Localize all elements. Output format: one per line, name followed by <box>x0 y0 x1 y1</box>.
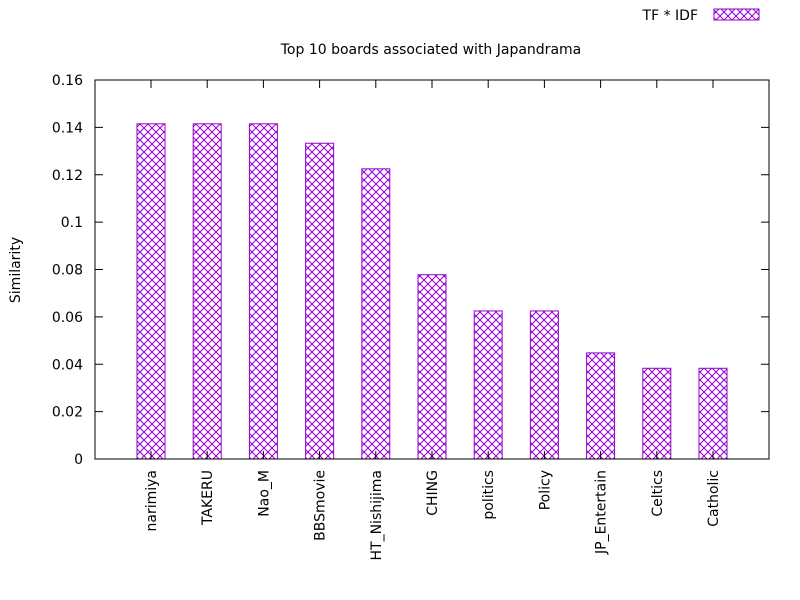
y-tick-label: 0.08 <box>52 263 83 279</box>
y-tick-label: 0.14 <box>52 120 83 136</box>
y-tick-label: 0.02 <box>52 405 83 421</box>
x-tick-label: politics <box>481 470 497 520</box>
x-tick-label: CHING <box>425 470 441 516</box>
y-tick-label: 0.06 <box>52 310 83 326</box>
bar-HT_Nishijima <box>361 168 391 460</box>
y-axis-ticks: 0 0.02 0.04 0.06 0.08 0.1 0.12 0.14 0.16 <box>52 73 769 468</box>
bars <box>136 123 728 460</box>
bar-JP_Entertain <box>586 352 616 460</box>
x-tick-label: narimiya <box>144 470 160 532</box>
bar-Catholic <box>698 367 728 460</box>
y-tick-label: 0.04 <box>52 357 83 373</box>
bar-narimiya <box>136 123 166 460</box>
y-tick-label: 0.1 <box>61 215 83 231</box>
x-tick-label: Catholic <box>706 470 722 527</box>
x-tick-label: HT_Nishijima <box>369 470 385 561</box>
plot-frame <box>94 79 770 460</box>
legend-swatch <box>713 8 760 21</box>
bar-politics <box>473 310 503 460</box>
y-tick-label: 0.12 <box>52 168 83 184</box>
x-tick-label: TAKERU <box>200 470 216 526</box>
bar-BBSmovie <box>305 142 335 460</box>
x-axis-ticks: narimiya TAKERU Nao_M BBSmovie HT_Nishijima C… <box>144 80 722 561</box>
bar-Nao_M <box>248 123 278 460</box>
bar-TAKERU <box>192 123 222 460</box>
y-tick-label: 0.16 <box>52 73 83 89</box>
chart-title: Top 10 boards associated with Japandrama <box>280 42 582 58</box>
x-tick-label: Nao_M <box>256 470 272 517</box>
bar-Celtics <box>642 367 672 460</box>
y-tick-label: 0 <box>74 452 83 468</box>
x-tick-label: Celtics <box>650 470 666 517</box>
legend: TF * IDF <box>642 8 760 24</box>
bar-CHING <box>417 274 447 460</box>
x-tick-label: BBSmovie <box>313 470 329 541</box>
x-tick-label: Policy <box>537 470 553 510</box>
y-axis-label: Similarity <box>8 237 24 303</box>
bar-Policy <box>529 310 559 460</box>
x-tick-label: JP_Entertain <box>594 470 610 555</box>
legend-label: TF * IDF <box>642 8 698 24</box>
